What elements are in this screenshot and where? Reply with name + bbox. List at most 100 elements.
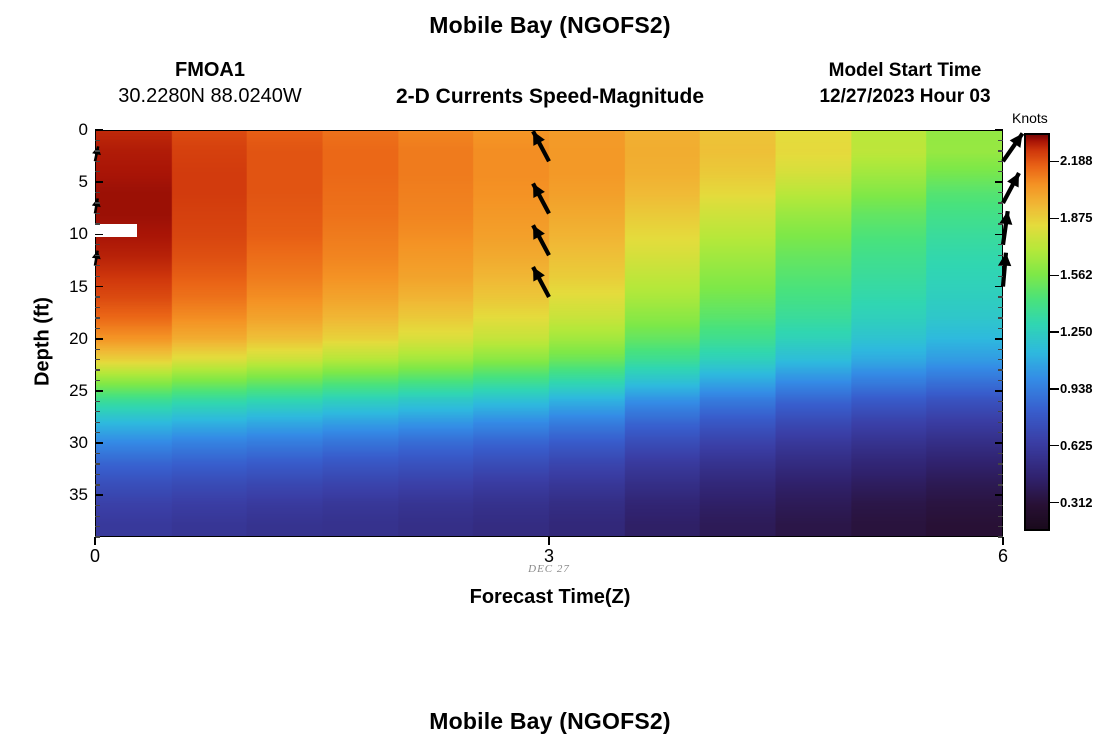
y-tick-minor [95, 275, 100, 277]
heatmap-plot-area [95, 130, 1003, 537]
colorbar-tick [1050, 331, 1059, 333]
y-tick-minor [95, 525, 100, 528]
colorbar-tick-label: 1.562 [1060, 267, 1093, 283]
x-tick-mark [548, 537, 550, 545]
y-tick-label: 0 [78, 120, 88, 139]
colorbar-tick-label: 0.938 [1060, 380, 1093, 396]
y-tick-minor [95, 463, 100, 465]
y-tick-minor [95, 452, 100, 455]
station-info: FMOA1 30.2280N 88.0240W [60, 58, 360, 110]
y-tick-major [95, 285, 103, 288]
colorbar-tick [1050, 444, 1059, 447]
y-tick-label: 20 [69, 328, 88, 348]
y-tick-minor-right [998, 400, 1003, 403]
y-tick-minor-right [998, 421, 1003, 423]
y-axis-title: Depth (ft) [31, 297, 54, 386]
y-tick-minor [95, 400, 100, 403]
colorbar-tick [1050, 160, 1059, 163]
colorbar-tick-label: 0.312 [1060, 494, 1093, 510]
heatmap-canvas [96, 131, 1002, 536]
y-tick-major-right [995, 494, 1003, 497]
y-tick-minor [95, 505, 100, 507]
y-tick-minor-right [998, 150, 1003, 152]
colorbar-title: Knots [1012, 110, 1048, 126]
y-tick-label: 30 [69, 433, 88, 453]
y-tick-major [95, 390, 103, 392]
y-tick-minor-right [998, 473, 1003, 476]
y-tick-major [95, 181, 103, 183]
page-title-bottom: Mobile Bay (NGOFS2) [429, 708, 671, 734]
x-axis-title: Forecast Time(Z) [469, 586, 631, 608]
y-tick-minor-right [998, 212, 1003, 215]
y-tick-minor-right [998, 265, 1003, 267]
colorbar-tick-label: 0.625 [1060, 437, 1093, 453]
y-tick-minor-right [998, 432, 1003, 434]
y-tick-minor [95, 296, 100, 298]
y-tick-minor-right [998, 244, 1003, 246]
current-vector-arrow [1001, 172, 1021, 205]
x-axis-date-sublabel: DEC 27 [528, 563, 570, 575]
y-tick-major [95, 442, 103, 444]
y-tick-major-right [995, 285, 1003, 288]
y-tick-minor [95, 306, 100, 309]
colorbar-tick [1050, 217, 1059, 220]
y-tick-major-right [995, 129, 1003, 131]
y-tick-minor [95, 432, 100, 434]
y-tick-minor-right [998, 139, 1003, 142]
y-tick-minor-right [998, 202, 1003, 204]
y-tick-minor-right [998, 411, 1003, 413]
y-tick-minor [95, 171, 100, 173]
y-tick-minor-right [998, 171, 1003, 173]
colorbar-canvas [1024, 133, 1050, 531]
y-tick-minor-right [998, 192, 1003, 194]
y-tick-major [95, 494, 103, 497]
y-tick-minor-right [998, 317, 1003, 319]
y-tick-major [95, 129, 103, 131]
y-tick-major-right [995, 390, 1003, 392]
y-tick-minor-right [998, 484, 1003, 486]
y-tick-minor [95, 536, 100, 538]
y-tick-minor [95, 369, 100, 371]
y-tick-minor [95, 265, 100, 267]
y-tick-minor [95, 348, 100, 350]
y-tick-minor [95, 358, 100, 361]
y-tick-minor-right [998, 348, 1003, 350]
y-tick-major-right [995, 233, 1003, 236]
colorbar-tick [1050, 274, 1059, 277]
model-start-time-value: 12/27/2023 Hour 03 [819, 86, 991, 107]
x-tick-label: 0 [89, 546, 100, 566]
y-tick-minor [95, 254, 100, 256]
y-tick-minor-right [998, 452, 1003, 455]
y-tick-minor [95, 421, 100, 423]
y-tick-minor-right [998, 306, 1003, 309]
model-start-time-label: Model Start Time [828, 60, 982, 81]
y-tick-minor [95, 473, 100, 476]
y-tick-minor-right [998, 505, 1003, 507]
station-coordinates: 30.2280N 88.0240W [118, 85, 302, 107]
y-tick-major-right [995, 337, 1003, 340]
y-tick-minor [95, 244, 100, 246]
current-vector-arrow [1001, 132, 1025, 163]
y-tick-minor-right [998, 223, 1003, 225]
y-tick-minor-right [998, 536, 1003, 538]
y-tick-minor [95, 202, 100, 204]
y-tick-major-right [995, 181, 1003, 183]
y-tick-minor [95, 192, 100, 194]
y-tick-major [95, 337, 103, 340]
y-tick-minor [95, 379, 100, 382]
y-tick-label: 35 [69, 485, 88, 505]
y-tick-label: 10 [69, 224, 88, 244]
chart-subtitle: 2-D Currents Speed-Magnitude [395, 85, 705, 108]
y-tick-minor-right [998, 379, 1003, 382]
page-title: Mobile Bay (NGOFS2) [429, 12, 671, 38]
y-tick-label: 25 [69, 380, 88, 400]
colorbar-tick-label: 2.188 [1060, 153, 1093, 169]
x-tick-mark [94, 537, 96, 545]
y-tick-minor-right [998, 254, 1003, 256]
colorbar-tick-label: 1.250 [1060, 324, 1093, 339]
y-tick-label: 15 [69, 276, 88, 296]
y-tick-minor-right [998, 296, 1003, 298]
station-id: FMOA1 [175, 59, 245, 81]
x-tick-label: 6 [997, 546, 1008, 566]
y-tick-label: 5 [78, 172, 88, 192]
